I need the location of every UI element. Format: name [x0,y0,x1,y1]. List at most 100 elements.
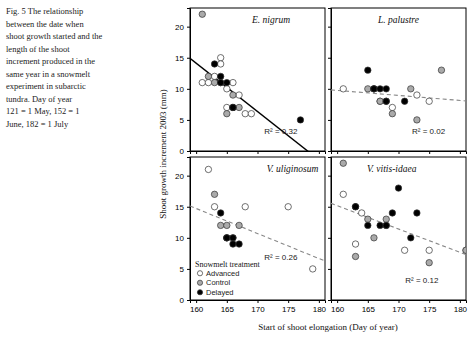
point [217,61,223,67]
y-tick [328,207,331,208]
x-tick: 160 [190,300,204,314]
point [217,79,223,85]
point [377,98,383,104]
y-tick-mark [328,27,331,28]
point [224,86,230,92]
series [352,185,420,241]
y-tick-label: 0 [180,147,185,156]
x-tick-mark [196,151,197,154]
x-tick: 165 [221,300,235,314]
y-tick-mark [328,269,331,270]
point [463,247,466,253]
x-axis-line [191,301,326,304]
point [352,241,358,247]
point [352,253,358,259]
y-axis: 05101520 [175,158,190,306]
y-tick-mark [187,58,190,59]
annotation: R² = 0.26 [264,253,298,262]
point [199,79,205,85]
y-axis-line [328,9,332,152]
legend-marker [197,271,202,276]
x-tick [227,151,228,154]
plot-frame [331,8,466,151]
point [230,92,236,98]
point [217,73,223,79]
point [211,191,217,197]
caption-line: same year in a snowmelt [6,69,91,79]
point [230,235,236,241]
x-tick-label: 160 [190,305,204,314]
x-tick [337,151,338,154]
point [236,241,242,247]
point [205,73,211,79]
plot-frame [190,157,325,300]
y-tick-label: 0 [180,296,185,305]
y-tick: 15 [175,203,190,212]
y-tick-label: 15 [175,203,184,212]
x-tick: 170 [251,300,265,314]
point [217,222,223,228]
series [340,86,432,111]
x-tick: 165 [362,300,376,314]
x-tick: 175 [282,300,296,314]
point [236,222,242,228]
panel: 160165170175180R² = 0.12V. vitis-idaea [328,157,469,314]
x-tick-mark [429,151,430,154]
y-tick-mark [187,238,190,239]
point [211,204,217,210]
y-tick-label: 5 [180,265,185,274]
annotation: R² = 0.32 [264,127,298,136]
point [230,104,236,110]
point [211,73,217,79]
plot-area [190,166,325,272]
panel-label: V. uliginosum [267,164,319,174]
y-tick [328,151,331,152]
point [230,104,236,110]
caption-line: shoot growth started and the [6,31,103,41]
series [340,160,466,266]
y-axis-line [187,158,191,301]
point [224,79,230,85]
series [217,210,242,247]
point [377,98,383,104]
series [205,166,316,272]
x-axis-line [332,301,467,304]
point [205,79,211,85]
regression-line [331,203,466,254]
x-tick [460,151,461,154]
x-tick-mark [258,151,259,154]
point [340,160,346,166]
x-tick-mark [368,300,369,303]
y-tick [328,27,331,28]
x-tick-mark [288,151,289,154]
point [224,222,230,228]
point [211,79,217,85]
y-tick [328,89,331,90]
x-tick-mark [196,300,197,303]
x-tick-label: 170 [251,305,265,314]
y-tick-mark [328,300,331,301]
point [426,247,432,253]
plot-frame [190,8,325,151]
x-tick-label: 160 [331,305,345,314]
x-tick-label: 170 [392,305,406,314]
x-tick-label: 175 [282,305,296,314]
point [248,110,254,116]
x-tick: 170 [392,300,406,314]
point [224,110,230,116]
caption-line: between the date when [6,19,84,29]
y-tick-label: 5 [180,116,185,125]
background [0,0,474,339]
y-tick-mark [187,120,190,121]
legend-title: Snowmelt treatment [195,260,260,269]
y-tick-mark [187,269,190,270]
x-tick-label: 165 [221,305,235,314]
caption: Fig. 5 The relationshipbetween the date … [6,6,103,129]
y-tick-mark [187,176,190,177]
x-tick [288,151,289,154]
y-tick-label: 10 [175,85,184,94]
point [401,98,407,104]
point [371,86,377,92]
point [426,98,432,104]
point [211,61,217,67]
